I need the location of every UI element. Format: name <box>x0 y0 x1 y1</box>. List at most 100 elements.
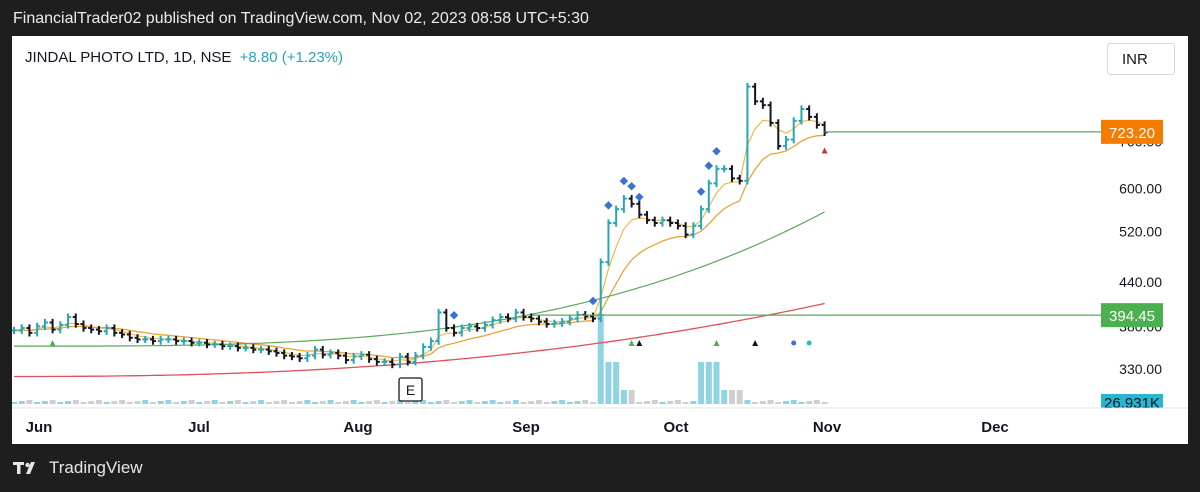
volume-bar <box>512 400 519 404</box>
volume-bar <box>605 362 612 404</box>
ohlc-bar <box>389 358 396 369</box>
volume-bar <box>49 400 56 404</box>
ohlc-bar <box>651 216 658 227</box>
currency-button[interactable]: INR <box>1107 43 1175 75</box>
ohlc-bar <box>420 343 427 360</box>
ohlc-bar <box>288 352 295 361</box>
time-axis-label: Dec <box>981 419 1009 436</box>
signal-triangle <box>628 340 635 346</box>
ohlc-bar <box>358 351 365 361</box>
volume-bar <box>373 400 380 404</box>
volume-bar <box>620 390 627 404</box>
volume-bar <box>180 401 187 404</box>
price-axis-label: 600.00 <box>1119 180 1162 196</box>
ohlc-bar <box>466 322 473 332</box>
symbol-label: JINDAL PHOTO LTD, 1D, NSE <box>25 49 232 66</box>
ohlc-bar <box>88 324 95 334</box>
ohlc-bar <box>242 344 249 352</box>
signal-diamond <box>712 146 721 156</box>
ohlc-bar <box>335 349 342 360</box>
signal-diamond <box>604 201 613 210</box>
ohlc-bar <box>211 340 218 349</box>
ohlc-bar <box>397 352 403 369</box>
volume-bar <box>234 400 241 404</box>
ohlc-chart[interactable]: E 700.00600.00520.00440.00380.00330.0072… <box>12 36 1188 444</box>
volume-bar <box>211 400 218 404</box>
ohlc-bar <box>481 321 488 332</box>
volume-bar <box>435 401 442 404</box>
volume-bar <box>489 400 496 404</box>
ohlc-bar <box>404 352 411 366</box>
volume-layer <box>12 314 828 404</box>
volume-bar <box>535 400 542 404</box>
volume-bar <box>551 401 558 404</box>
volume-bar <box>72 400 79 404</box>
ohlc-bar <box>342 352 349 364</box>
volume-bar <box>34 402 41 404</box>
volume-bar <box>142 400 149 404</box>
volume-bar <box>752 402 759 404</box>
ema-fast-line <box>13 119 825 363</box>
volume-bar <box>698 362 705 404</box>
volume-bar <box>520 402 527 404</box>
ohlc-bar <box>80 320 87 332</box>
level-price-tag <box>1101 303 1163 328</box>
volume-bar <box>613 362 620 404</box>
volume-bar <box>404 402 411 404</box>
volume-bar <box>335 402 342 404</box>
ohlc-bar <box>119 329 126 339</box>
ohlc-bar <box>234 342 241 352</box>
time-axis: Jun Jul Aug Sep Oct Nov Dec <box>12 407 1188 436</box>
time-axis-label: Nov <box>813 419 842 436</box>
ohlc-bar <box>535 314 542 326</box>
price-axis-label: 520.00 <box>1119 224 1162 240</box>
ohlc-bar <box>327 349 334 359</box>
volume-bar <box>134 401 141 404</box>
volume-bar <box>350 400 357 404</box>
ohlc-bar <box>219 340 226 350</box>
signal-triangle <box>636 340 643 346</box>
ohlc-bar <box>752 83 759 106</box>
ohlc-bar <box>49 318 56 334</box>
ohlc-bar <box>721 165 728 173</box>
volume-bar <box>713 362 720 404</box>
ohlc-bar <box>613 205 620 227</box>
chart-panel[interactable]: JINDAL PHOTO LTD, 1D, NSE +8.80 (+1.23%)… <box>12 36 1188 444</box>
ohlc-bar <box>497 313 504 324</box>
ohlc-bar <box>180 337 187 345</box>
ohlc-bar <box>126 330 133 342</box>
volume-bar <box>41 401 48 404</box>
ohlc-bar <box>667 216 674 227</box>
ohlc-bar <box>381 358 388 366</box>
ohlc-bar <box>258 345 265 354</box>
published-text: FinancialTrader02 published on TradingVi… <box>13 10 589 27</box>
ohlc-bar <box>265 345 272 355</box>
price-axis-label: 440.00 <box>1119 274 1162 290</box>
signal-diamond <box>449 310 459 320</box>
ohlc-bar <box>458 324 465 337</box>
volume-bar <box>806 401 813 404</box>
volume-bar <box>767 400 774 404</box>
volume-bar <box>497 402 504 404</box>
ohlc-bar <box>204 339 210 349</box>
ohlc-bar <box>590 312 596 323</box>
ohlc-bar <box>95 326 102 335</box>
volume-bar <box>319 401 326 404</box>
signal-dot <box>791 340 797 346</box>
volume-bar <box>227 401 234 404</box>
volume-bar <box>420 400 427 404</box>
tradingview-brand[interactable]: TradingView <box>13 458 143 478</box>
ohlc-bar <box>111 324 118 337</box>
tradingview-logo-icon <box>13 462 35 474</box>
signal-triangle <box>752 340 759 346</box>
volume-bar <box>157 401 164 404</box>
ohlc-bar <box>273 347 280 357</box>
volume-bar <box>590 402 596 404</box>
volume-bar <box>327 400 334 404</box>
volume-bar <box>543 402 550 404</box>
volume-bar <box>798 402 805 404</box>
ohlc-bar <box>674 219 681 230</box>
ohlc-bar <box>505 313 512 323</box>
volume-bar <box>458 401 465 404</box>
volume-bar <box>80 402 87 404</box>
